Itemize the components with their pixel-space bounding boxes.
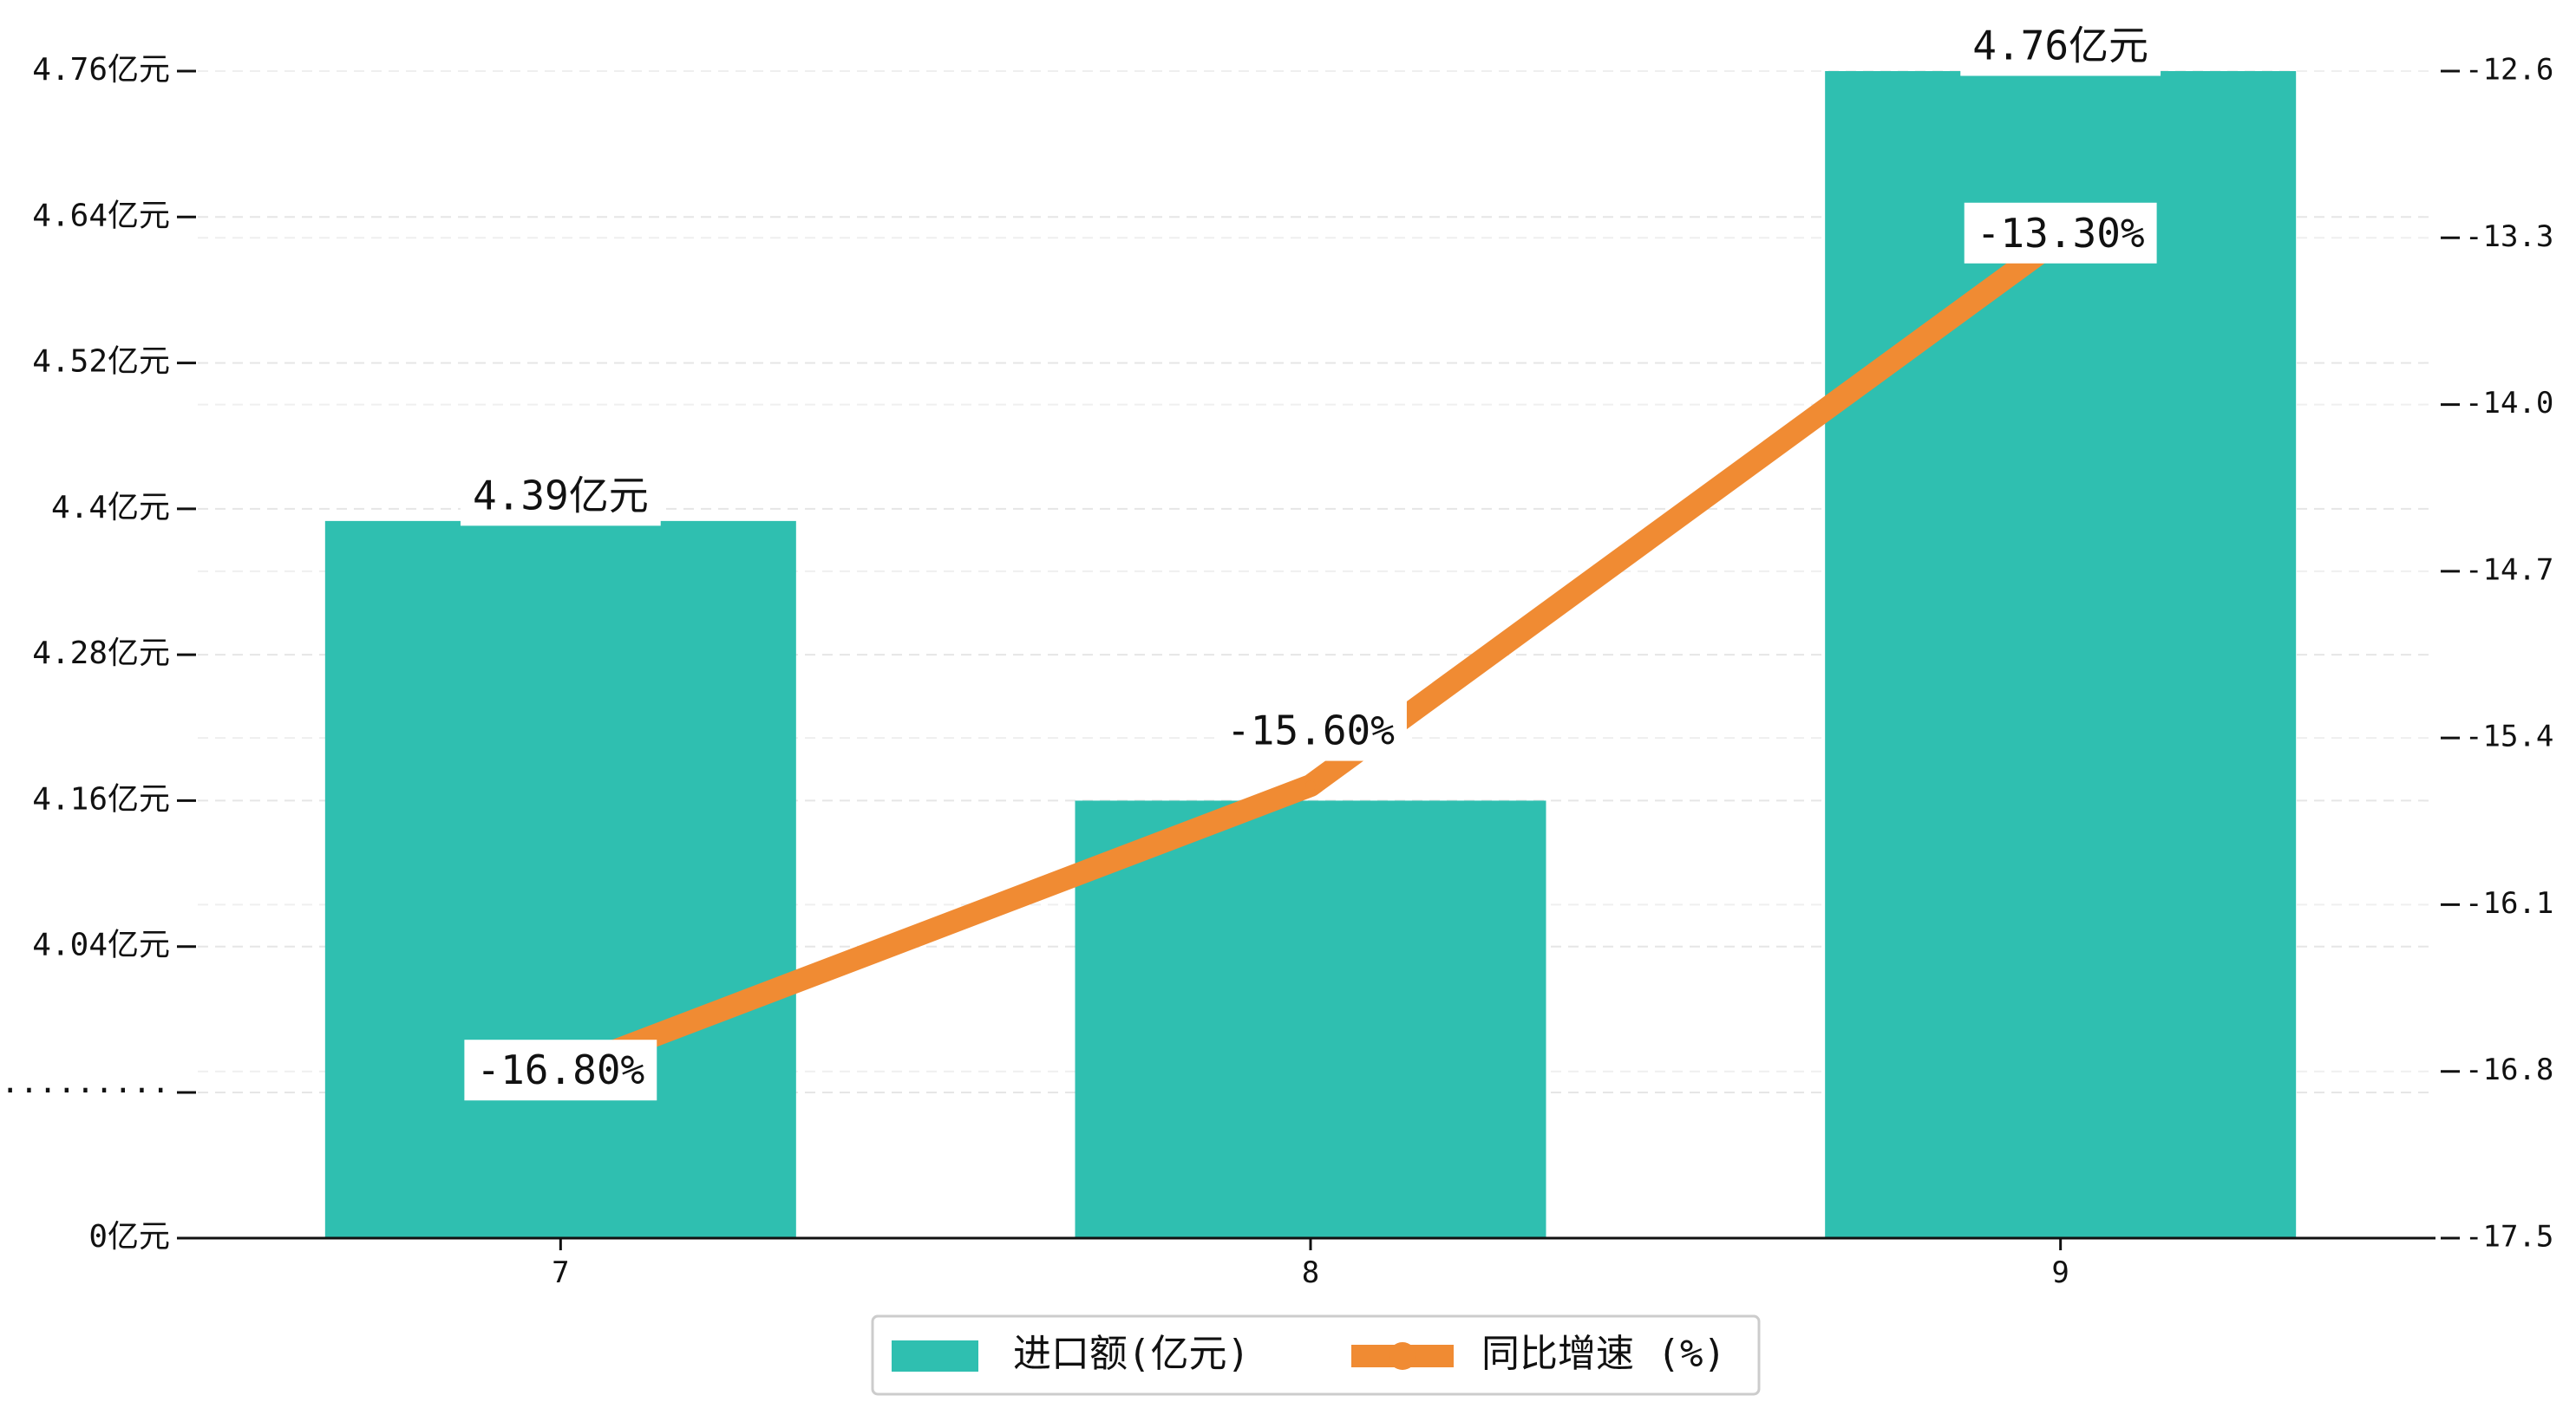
bar-value-label-7: 4.39亿元: [460, 465, 661, 526]
bar-value-label-9: 4.76亿元: [1960, 15, 2161, 76]
legend-swatch-bars: [892, 1340, 978, 1372]
y-left-tick-label: 0亿元: [88, 1219, 170, 1255]
legend: 进口额(亿元) 同比增速 (%): [871, 1314, 1761, 1396]
y-right-tick-label: -14.0: [2465, 386, 2553, 421]
growth-value-label-9: -13.30%: [1964, 202, 2157, 264]
data-labels: 4.39亿元 4.76亿元 -16.80% -15.60% -13.30%: [460, 15, 2161, 1101]
growth-value-label-8: -15.60%: [1214, 700, 1407, 761]
bar-value-label-7-box: [460, 465, 661, 526]
x-tick-label: 8: [1302, 1255, 1319, 1290]
y-right-tick-label: -15.4: [2465, 720, 2553, 754]
y-left-tick-label: 4.64亿元: [32, 198, 170, 233]
line-point-8: [1305, 780, 1316, 792]
x-tick-label: 9: [2051, 1255, 2069, 1290]
y-left-tick-label: 4.16亿元: [32, 781, 170, 817]
axes: 0亿元 ········· 4.04亿元 4.16亿元 4.28亿元 4.4亿元 4.52亿…: [1, 52, 2553, 1290]
growth-value-label-8-box: [1214, 700, 1407, 761]
x-tick-label: 7: [552, 1255, 569, 1290]
growth-value-label-8-text: -15.60%: [1226, 708, 1395, 754]
growth-value-label-7: -16.80%: [464, 1040, 657, 1101]
growth-value-label-9-box: [1964, 202, 2157, 264]
growth-value-label-9-text: -13.30%: [1977, 210, 2145, 257]
y-left-tick-label: 4.52亿元: [32, 344, 170, 380]
y-right-tick-label: -16.8: [2465, 1053, 2553, 1087]
bar-8: [1075, 800, 1546, 1238]
y-right-tick-label: -16.1: [2465, 886, 2553, 921]
y-right-tick-label: -12.6: [2465, 53, 2553, 88]
legend-swatch-marker: [1389, 1342, 1416, 1370]
y-left-tick-label: 4.76亿元: [32, 52, 170, 88]
legend-box: [871, 1314, 1761, 1396]
growth-value-label-7-text: -16.80%: [476, 1047, 644, 1093]
legend-label-bars: 进口额(亿元): [1013, 1332, 1250, 1376]
bar-value-label-7-text: 4.39亿元: [473, 472, 649, 518]
growth-value-label-7-box: [464, 1040, 657, 1101]
y-left-tick-label: ·········: [1, 1073, 170, 1109]
y-left-tick-label: 4.28亿元: [32, 636, 170, 671]
bar-value-label-9-box: [1960, 15, 2161, 76]
y-left-tick-label: 4.4亿元: [51, 490, 170, 525]
y-left-tick-label: 4.04亿元: [32, 928, 170, 963]
y-right-tick-label: -17.5: [2465, 1220, 2553, 1255]
bar-series: [324, 71, 2297, 1238]
bar-value-label-9-text: 4.76亿元: [1972, 23, 2148, 69]
y-right-tick-label: -13.3: [2465, 219, 2553, 254]
bar-7: [324, 520, 796, 1238]
y-right-tick-label: -14.7: [2465, 552, 2553, 587]
legend-label-line: 同比增速 (%): [1481, 1332, 1726, 1376]
bar-9: [1825, 71, 2297, 1238]
